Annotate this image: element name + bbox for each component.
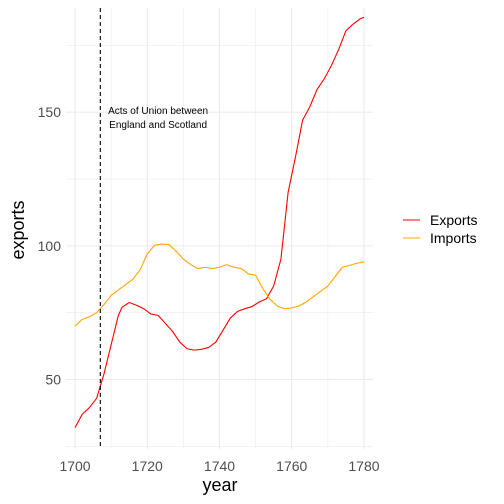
annotation-text-line: England and Scotland [109, 120, 207, 131]
x-tick-label: 1700 [59, 458, 90, 474]
legend-label-exports: Exports [430, 212, 477, 228]
x-tick-label: 1720 [132, 458, 163, 474]
x-tick-label: 1760 [276, 458, 307, 474]
series-lines [74, 16, 365, 428]
x-tick-label: 1740 [204, 458, 235, 474]
y-tick-label: 50 [45, 372, 61, 388]
annotation-text-line: Acts of Union between [108, 106, 208, 117]
x-tick-label: 1780 [348, 458, 379, 474]
y-tick-label: 100 [38, 238, 62, 254]
y-tick-label: 150 [38, 104, 62, 120]
axis-ticks: 1700 1720 1740 1760 1780 50 100 150 [38, 104, 380, 474]
legend-label-imports: Imports [430, 230, 477, 246]
grid [66, 8, 373, 449]
annotations: Acts of Union between England and Scotlan… [99, 8, 208, 449]
series-line-imports [74, 243, 365, 327]
legend: Exports Imports [403, 212, 477, 246]
series-line-exports [74, 16, 365, 428]
y-axis-title: exports [8, 200, 28, 259]
x-axis-title: year [202, 475, 237, 495]
